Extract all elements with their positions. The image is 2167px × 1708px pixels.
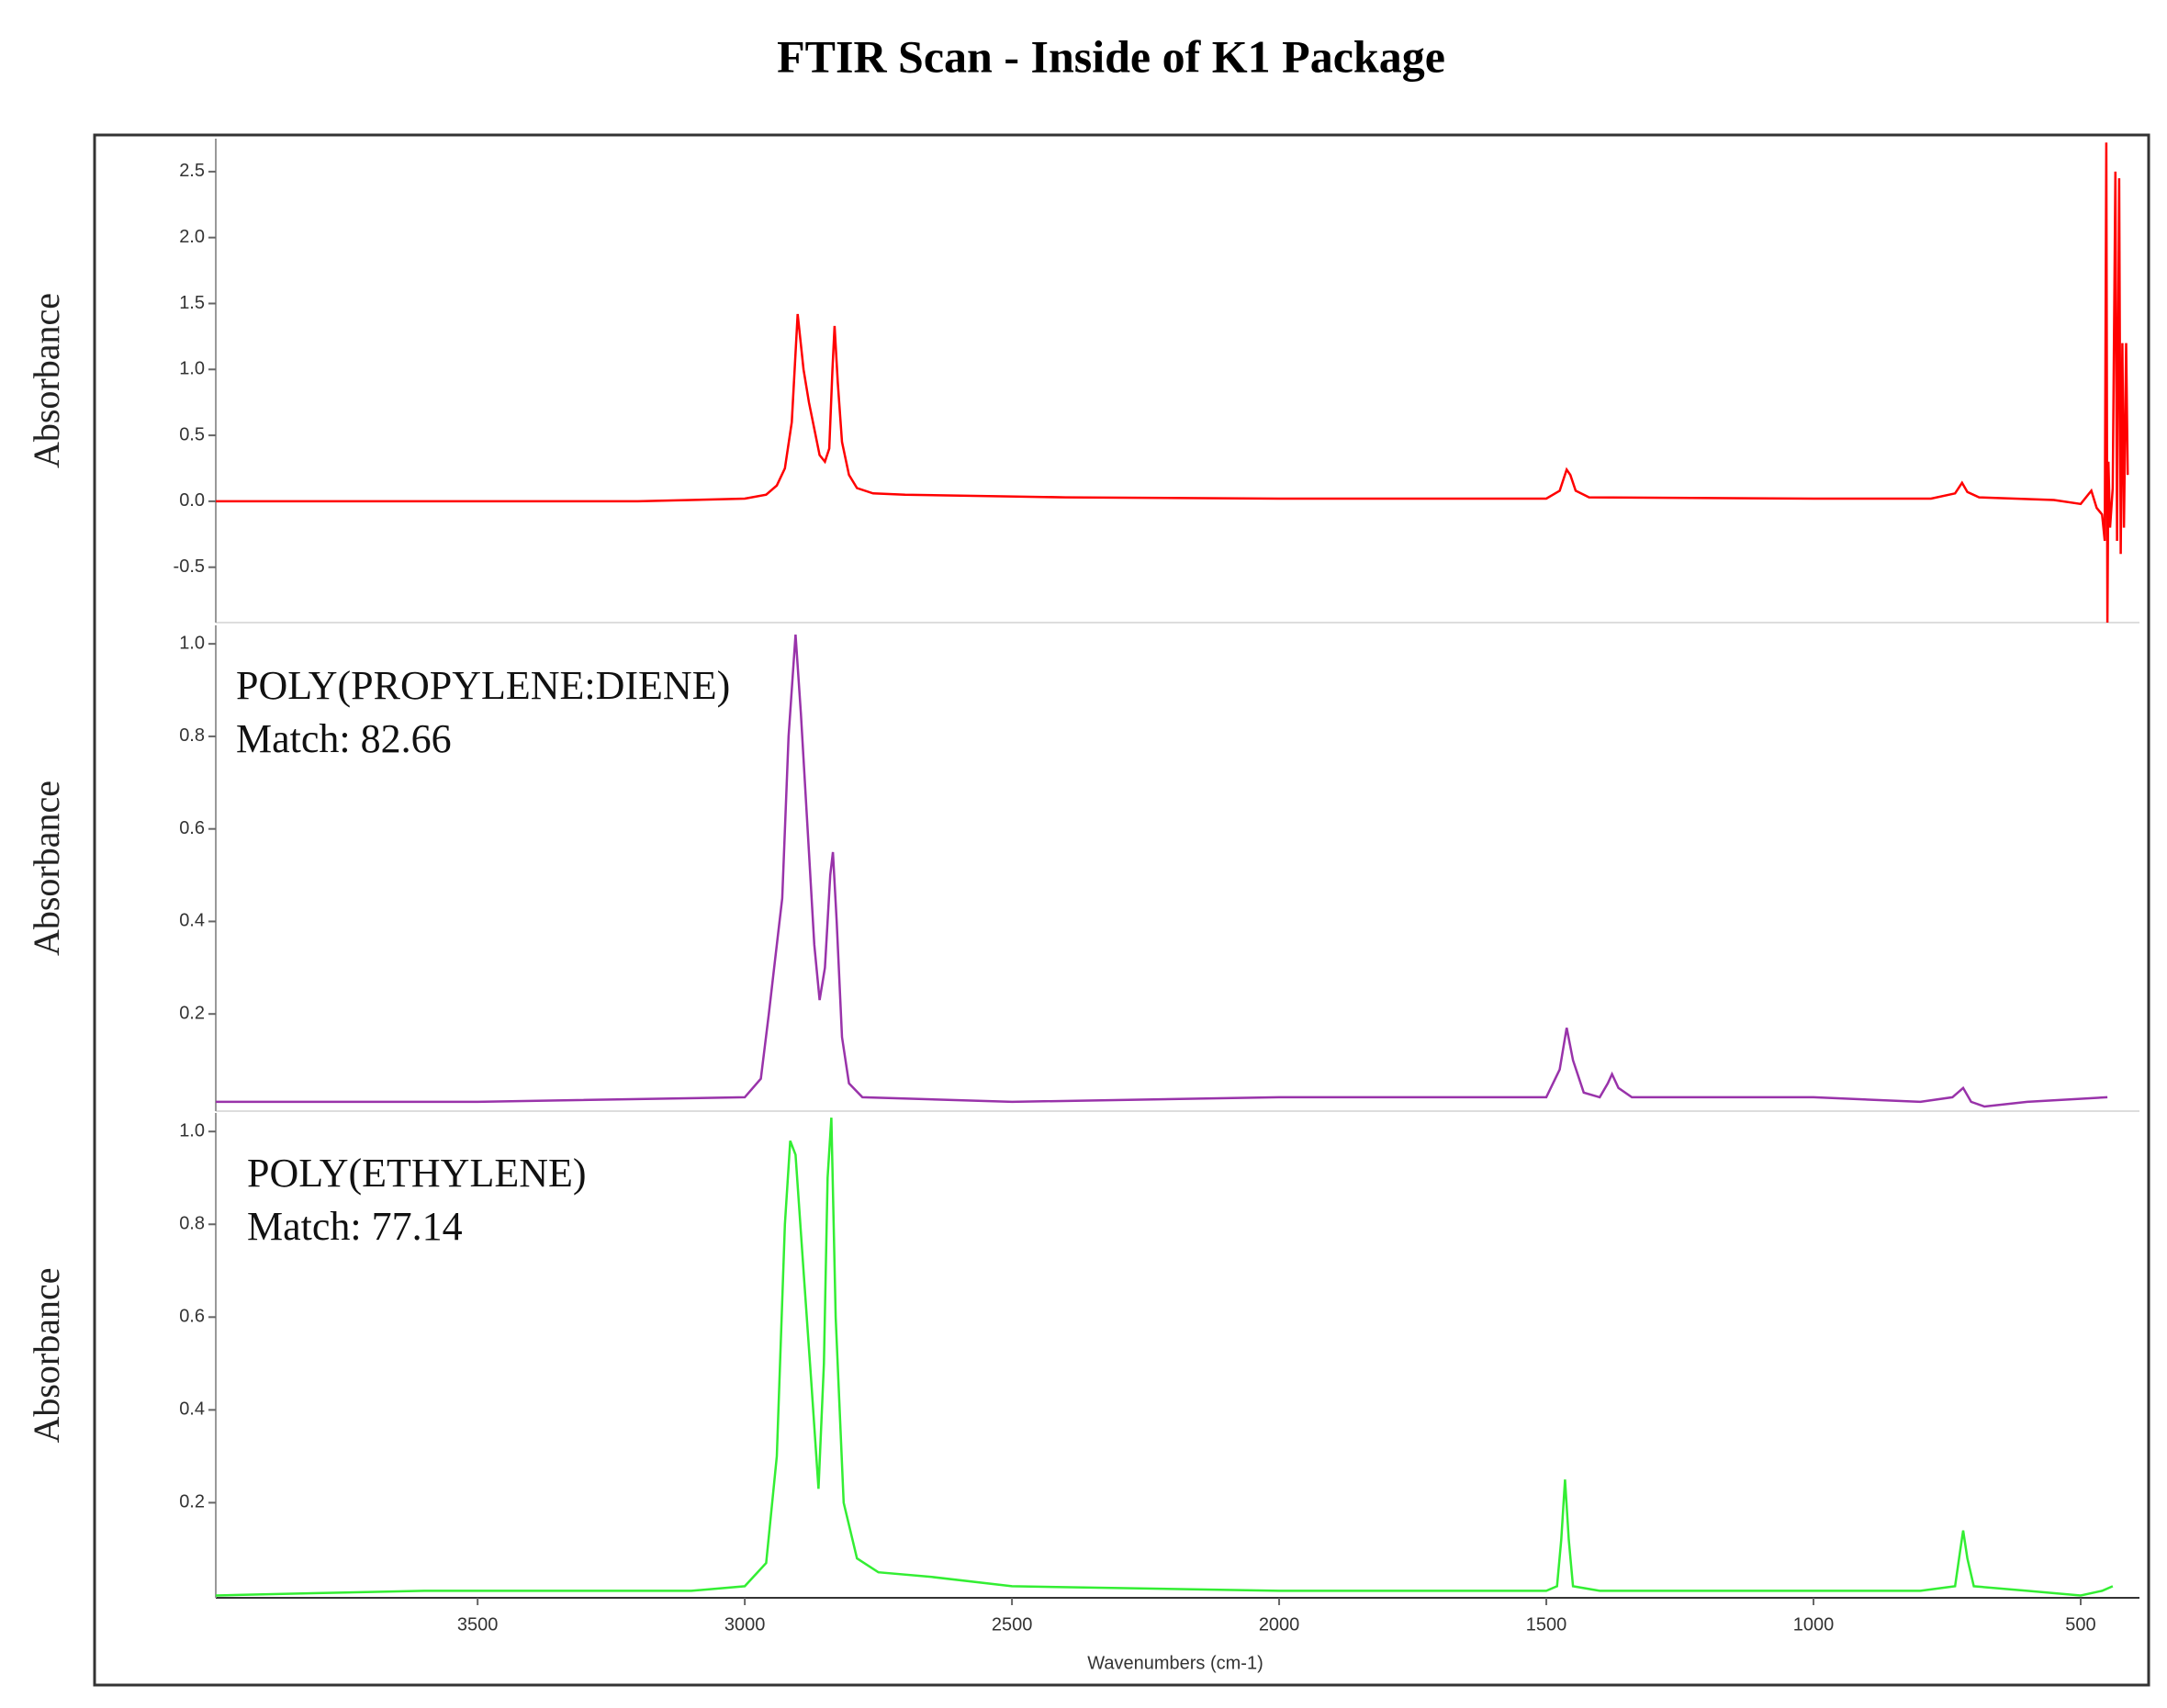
x-tick-label: 500 <box>2065 1614 2095 1635</box>
x-tick-label: 2000 <box>1259 1614 1300 1635</box>
y-axis-label: Absorbance <box>26 1267 67 1443</box>
y-tick-label: 1.0 <box>179 633 205 653</box>
x-tick-label: 1500 <box>1526 1614 1567 1635</box>
annotation: POLY(ETHYLENE) <box>247 1151 587 1196</box>
x-tick-label: 3500 <box>457 1614 499 1635</box>
x-tick-label: 3000 <box>724 1614 766 1635</box>
y-tick-label: 0.2 <box>179 1492 205 1512</box>
y-axis-label: Absorbance <box>26 781 67 956</box>
y-tick-label: 2.0 <box>179 227 205 247</box>
y-tick-label: 0.6 <box>179 1307 205 1327</box>
y-tick-label: 0.2 <box>179 1003 205 1023</box>
x-tick-label: 1000 <box>1793 1614 1835 1635</box>
y-tick-label: 0.5 <box>179 424 205 444</box>
spectrum-line <box>216 142 2129 624</box>
y-axis-label: Absorbance <box>26 293 67 468</box>
annotation: POLY(PROPYLENE:DIENE) <box>236 663 730 708</box>
y-tick-label: -0.5 <box>174 556 205 577</box>
x-tick-label: 2500 <box>992 1614 1033 1635</box>
y-tick-label: 0.8 <box>179 1214 205 1234</box>
annotation: Match: 82.66 <box>236 716 452 761</box>
y-tick-label: 0.4 <box>179 911 205 931</box>
y-tick-label: 0.4 <box>179 1399 205 1420</box>
y-tick-label: 2.5 <box>179 161 205 181</box>
annotation: Match: 77.14 <box>247 1204 463 1249</box>
spectrum-line <box>216 635 2108 1108</box>
outer-frame <box>93 133 2150 1687</box>
y-tick-label: 1.0 <box>179 1120 205 1141</box>
y-tick-label: 1.0 <box>179 359 205 379</box>
y-tick-label: 1.5 <box>179 293 205 313</box>
x-axis-label: Wavenumbers (cm-1) <box>1087 1653 1263 1673</box>
y-tick-label: 0.8 <box>179 725 205 746</box>
y-tick-label: 0.0 <box>179 490 205 511</box>
y-tick-label: 0.6 <box>179 818 205 838</box>
spectrum-line <box>215 1118 2114 1597</box>
chart-title: FTIR Scan - Inside of K1 Package <box>777 30 1445 82</box>
